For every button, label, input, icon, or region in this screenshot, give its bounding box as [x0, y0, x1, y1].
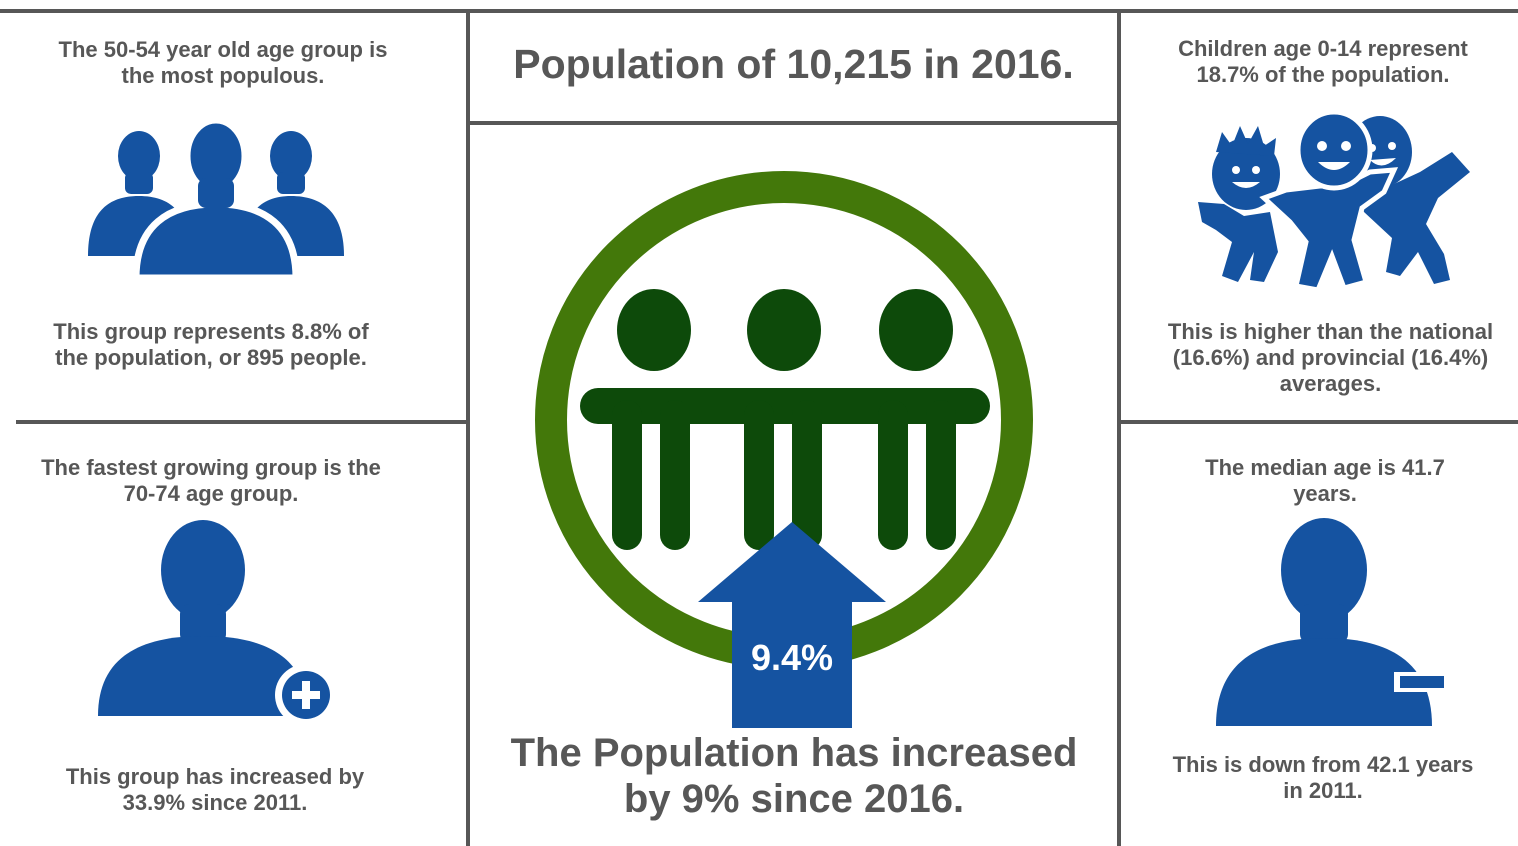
- most-populous-heading: The 50-54 year old age group is the most…: [58, 37, 388, 88]
- children-heading: Children age 0-14 represent 18.7% of the…: [1178, 36, 1468, 87]
- growth-percent-label: 9.4%: [750, 637, 834, 678]
- median-age-caption: This is down from 42.1 years in 2011.: [1172, 752, 1474, 803]
- most-populous-caption: This group represents 8.8% of the popula…: [53, 319, 369, 370]
- title-underline: [468, 121, 1119, 125]
- fastest-growing-caption: This group has increased by 33.9% since …: [65, 764, 365, 815]
- children-caption: This is higher than the national (16.6%)…: [1167, 319, 1494, 396]
- fastest-growing-heading: The fastest growing group is the 70-74 a…: [41, 455, 381, 506]
- person-minus-icon: [1216, 518, 1446, 726]
- left-row-divider: [16, 420, 468, 424]
- page-title: Population of 10,215 in 2016.: [513, 41, 1074, 87]
- right-row-divider: [1119, 420, 1518, 424]
- happy-children-icon: [1198, 112, 1470, 293]
- person-plus-icon: [98, 520, 336, 726]
- top-rule: [0, 9, 1518, 13]
- median-age-heading: The median age is 41.7 years.: [1205, 455, 1445, 506]
- growth-headline: The Population has increased by 9% since…: [510, 731, 1078, 821]
- left-column-divider: [466, 9, 470, 846]
- right-column-divider: [1117, 9, 1121, 846]
- group-of-people-icon: [88, 116, 344, 278]
- up-arrow-icon: [698, 522, 886, 728]
